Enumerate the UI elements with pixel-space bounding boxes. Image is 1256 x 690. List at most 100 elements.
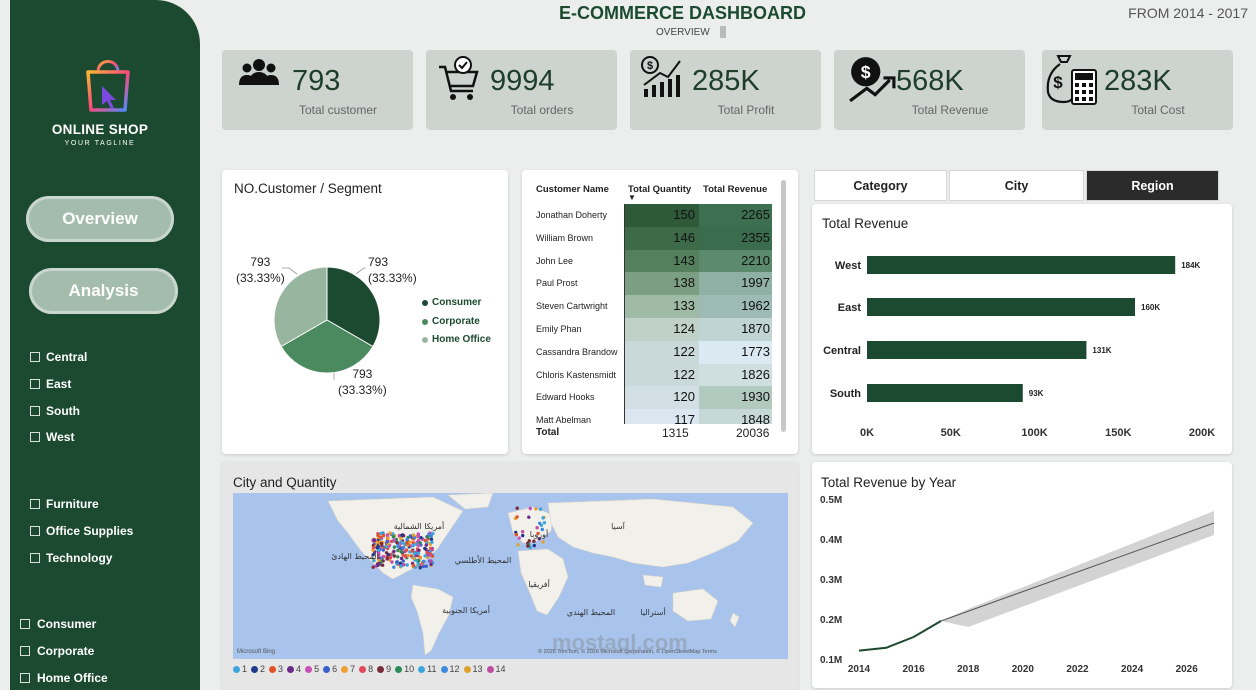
col-total-revenue[interactable]: Total Revenue: [703, 184, 768, 195]
slicer-item-home-office[interactable]: Home Office: [20, 664, 180, 690]
table-row[interactable]: William Brown 146 2355: [522, 226, 784, 250]
bar-data-label: 184K: [1181, 261, 1200, 270]
tab-category[interactable]: Category: [814, 170, 947, 201]
checkbox[interactable]: [20, 619, 30, 630]
legend-dot: [463, 665, 471, 673]
map-legend-item[interactable]: 3: [269, 664, 283, 674]
checkbox[interactable]: [30, 499, 40, 510]
map-legend-item[interactable]: 11: [418, 664, 437, 674]
col-total-quantity[interactable]: Total Quantity: [628, 184, 692, 195]
pie-slice-home-office[interactable]: [273, 266, 328, 348]
map-legend-item[interactable]: 10: [395, 664, 414, 674]
map-legend-item[interactable]: 2: [251, 664, 265, 674]
slicer-item-furniture[interactable]: Furniture: [30, 491, 190, 518]
slicer-item-office-supplies[interactable]: Office Supplies: [30, 518, 190, 545]
x-tick-label: 2022: [1066, 664, 1089, 675]
table-row[interactable]: Chloris Kastensmidt 122 1826: [522, 363, 784, 387]
city-marker: [412, 556, 416, 560]
revenue-icon: $: [849, 57, 896, 103]
city-marker: [416, 551, 421, 556]
slicer-item-south[interactable]: South: [30, 397, 190, 424]
map-legend-item[interactable]: 6: [323, 664, 337, 674]
map-legend-item[interactable]: 14: [486, 664, 506, 674]
legend-dot: [269, 665, 277, 673]
city-marker: [417, 543, 421, 547]
map-legend-item[interactable]: 1: [233, 664, 247, 674]
slicer-label: South: [46, 403, 80, 418]
segment-pie-panel: NO.Customer / Segment 793 (33.33%) 793 (33…: [222, 170, 508, 454]
table-row[interactable]: John Lee 143 2210: [522, 249, 784, 273]
slicer-item-west[interactable]: West: [30, 424, 190, 451]
region-slicer: Central East South West: [30, 344, 190, 451]
checkbox[interactable]: [30, 552, 40, 563]
map-legend-item[interactable]: 13: [463, 664, 483, 674]
bar-category-label: Central: [823, 345, 861, 357]
checkbox[interactable]: [30, 379, 40, 390]
city-marker: [541, 516, 545, 520]
subtitle-marker: [720, 26, 726, 38]
slicer-label: Consumer: [37, 617, 97, 632]
city-marker: [389, 539, 394, 544]
legend-dot: [359, 665, 367, 673]
city-marker: [376, 533, 380, 538]
checkbox[interactable]: [30, 352, 40, 363]
city-marker: [375, 546, 379, 550]
col-customer-name[interactable]: Customer Name: [536, 184, 609, 195]
cell-customer-name: Steven Cartwright: [536, 301, 608, 312]
map-legend-item[interactable]: 12: [440, 664, 460, 674]
map-legend-item[interactable]: 8: [359, 664, 373, 674]
table-row[interactable]: Paul Prost 138 1997: [522, 272, 784, 296]
total-revenue: 20036: [736, 426, 770, 440]
slicer-item-central[interactable]: Central: [30, 344, 190, 371]
city-marker: [521, 533, 525, 538]
checkbox[interactable]: [30, 526, 40, 537]
cell-quantity: 120: [624, 386, 699, 410]
table-row[interactable]: Steven Cartwright 133 1962: [522, 295, 784, 318]
checkbox[interactable]: [30, 432, 40, 443]
cell-revenue: 1997: [699, 272, 772, 296]
map-legend-item[interactable]: 4: [287, 664, 301, 674]
slicer-item-corporate[interactable]: Corporate: [20, 638, 180, 665]
line-chart-title: Total Revenue by Year: [821, 475, 957, 490]
legend-home-office[interactable]: Home Office: [422, 334, 491, 345]
pie-slice-corporate[interactable]: [280, 319, 374, 374]
slicer-item-consumer[interactable]: Consumer: [20, 611, 180, 638]
legend-corporate[interactable]: Corporate: [422, 316, 480, 327]
map-legend-item[interactable]: 9: [377, 664, 391, 674]
map-legend-item[interactable]: 5: [305, 664, 319, 674]
overview-button[interactable]: Overview: [26, 196, 174, 242]
svg-text:$: $: [647, 60, 653, 72]
city-marker: [515, 515, 519, 519]
city-marker: [532, 543, 536, 548]
pie-slice-consumer[interactable]: [326, 266, 381, 348]
x-tick-label: 2024: [1121, 664, 1144, 675]
slicer-item-technology[interactable]: Technology: [30, 544, 190, 571]
revenue-bar: [867, 341, 1087, 359]
table-row[interactable]: Emily Phan 124 1870: [522, 318, 784, 341]
city-marker: [392, 549, 396, 553]
city-marker: [372, 538, 377, 543]
table-row[interactable]: Jonathan Doherty 150 2265: [522, 204, 784, 227]
bar-chart-title: Total Revenue: [822, 216, 909, 231]
city-marker: [384, 545, 389, 549]
analysis-button[interactable]: Analysis: [29, 268, 178, 314]
tab-city[interactable]: City: [949, 170, 1084, 201]
checkbox[interactable]: [20, 672, 30, 683]
table-row[interactable]: Cassandra Brandow 122 1773: [522, 340, 784, 364]
slicer-item-east[interactable]: East: [30, 371, 190, 398]
city-marker: [396, 544, 400, 549]
world-map[interactable]: أمريكا الشمالية المحيط الهادئ المحيط الأ…: [233, 493, 788, 659]
map-legend-item[interactable]: 7: [341, 664, 355, 674]
bar-data-label: 131K: [1092, 346, 1111, 355]
checkbox[interactable]: [20, 646, 30, 657]
table-total-row: Total 1315 20036: [522, 424, 784, 444]
legend-consumer[interactable]: Consumer: [422, 297, 481, 308]
city-marker: [418, 556, 422, 560]
table-row[interactable]: Edward Hooks 120 1930: [522, 386, 784, 410]
city-marker: [395, 540, 399, 545]
tab-region[interactable]: Region: [1086, 170, 1219, 201]
checkbox[interactable]: [30, 405, 40, 416]
bar-category-label: East: [838, 302, 862, 314]
category-slicer: Furniture Office Supplies Technology: [30, 491, 190, 571]
table-scrollbar[interactable]: [781, 180, 786, 432]
